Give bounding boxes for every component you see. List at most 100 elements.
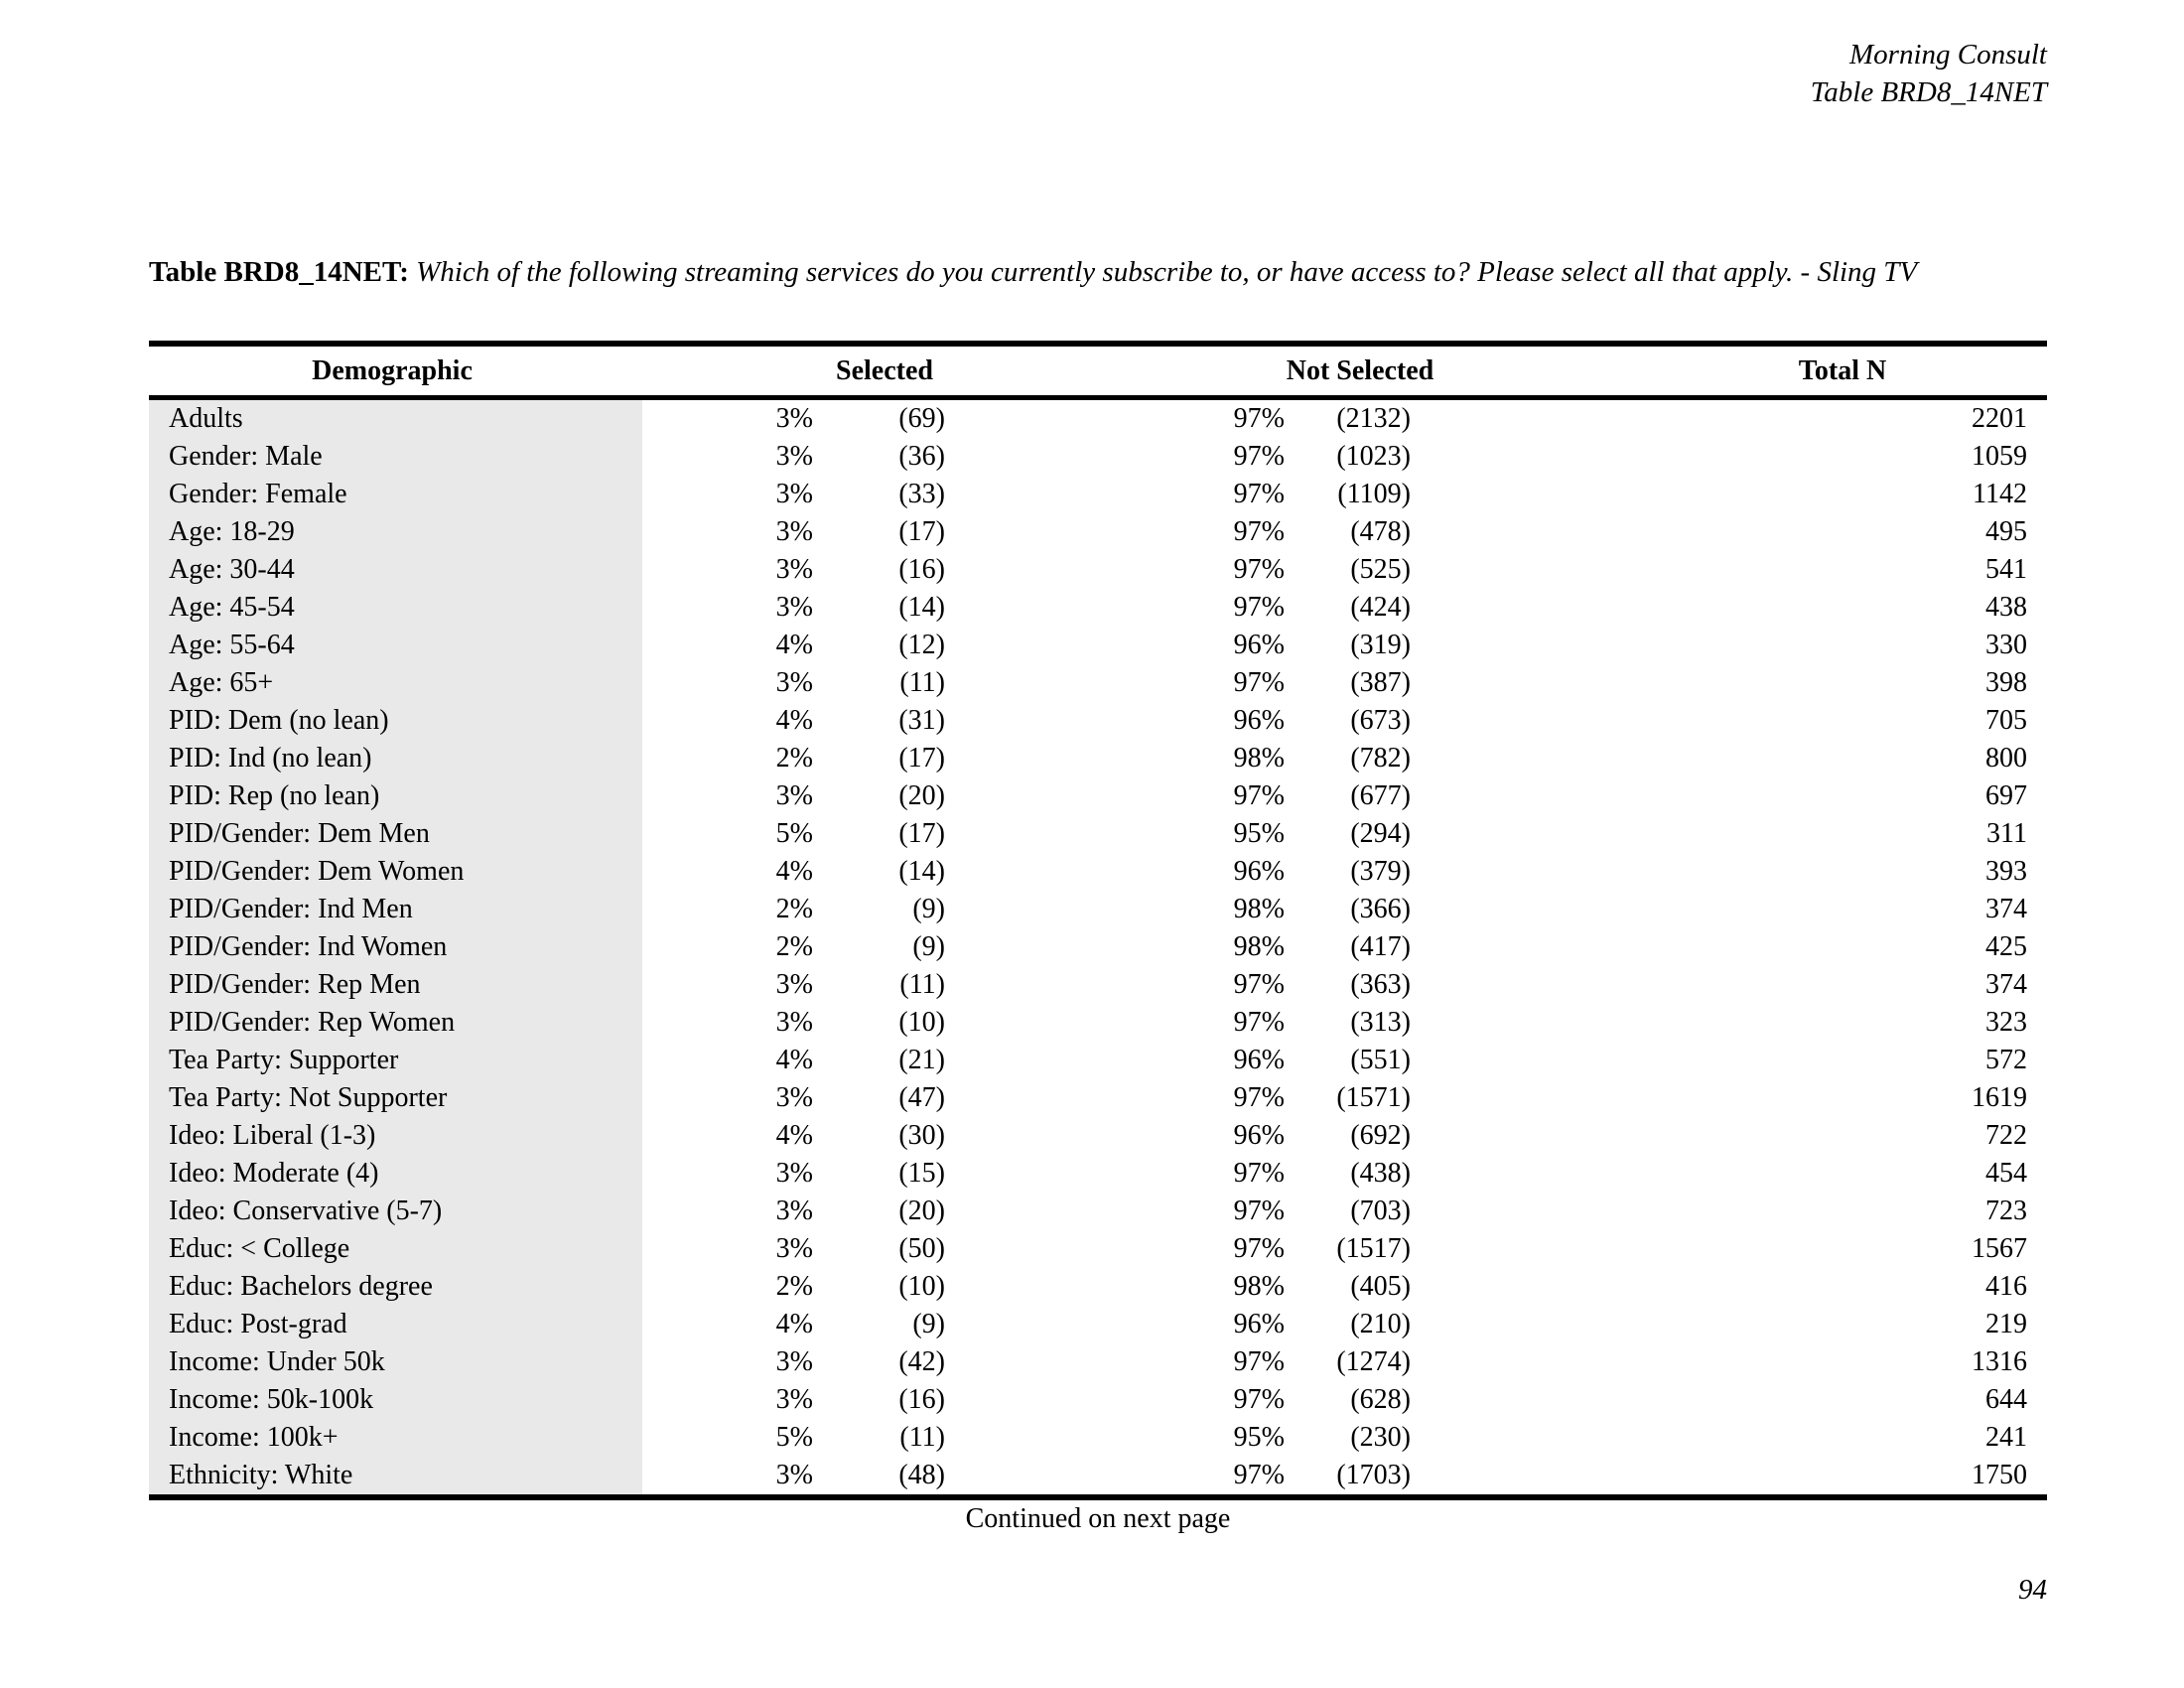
column-header-not-selected: Not Selected <box>1286 355 1434 386</box>
row-not-selected-n: (703) <box>1350 1196 1411 1226</box>
row-demographic: Tea Party: Supporter <box>149 1042 642 1079</box>
table-title-label: Table BRD8_14NET: <box>149 256 409 288</box>
row-total-n: 398 <box>1985 667 2027 698</box>
row-selected-pct: 3% <box>775 1233 813 1264</box>
row-demographic: Educ: < College <box>149 1230 642 1268</box>
row-not-selected-pct: 97% <box>1233 1233 1285 1264</box>
row-not-selected-n: (1571) <box>1336 1082 1411 1113</box>
row-total-n: 495 <box>1985 516 2027 547</box>
row-not-selected-pct: 97% <box>1233 1346 1285 1377</box>
table-row: Ideo: Moderate (4) 3% (15) 97% (438) 454 <box>149 1155 2047 1193</box>
row-total-n: 311 <box>1986 818 2027 849</box>
row-total-n: 438 <box>1985 592 2027 623</box>
row-not-selected-n: (210) <box>1350 1309 1411 1339</box>
table-row: Tea Party: Supporter 4% (21) 96% (551) 572 <box>149 1042 2047 1079</box>
table-row: Age: 45-54 3% (14) 97% (424) 438 <box>149 589 2047 627</box>
row-total-n: 330 <box>1985 630 2027 660</box>
table-row: PID/Gender: Rep Women 3% (10) 97% (313) 323 <box>149 1004 2047 1042</box>
row-total-n: 1567 <box>1972 1233 2027 1264</box>
row-selected-n: (48) <box>898 1460 945 1490</box>
table-row: Income: 100k+ 5% (11) 95% (230) 241 <box>149 1419 2047 1457</box>
row-selected-pct: 2% <box>775 743 813 774</box>
row-selected-pct: 3% <box>775 780 813 811</box>
row-demographic: Gender: Female <box>149 476 642 513</box>
table-row: Gender: Female 3% (33) 97% (1109) 1142 <box>149 476 2047 513</box>
table-row: PID/Gender: Dem Women 4% (14) 96% (379) 393 <box>149 853 2047 891</box>
table-row: Ideo: Liberal (1-3) 4% (30) 96% (692) 722 <box>149 1117 2047 1155</box>
row-demographic: PID/Gender: Rep Men <box>149 966 642 1004</box>
row-not-selected-pct: 97% <box>1233 592 1285 623</box>
table-body: Adults 3% (69) 97% (2132) 2201 Gender: Male 3% (… <box>149 400 2047 1494</box>
row-not-selected-n: (363) <box>1350 969 1411 1000</box>
row-selected-n: (11) <box>899 1422 945 1453</box>
row-not-selected-pct: 95% <box>1233 1422 1285 1453</box>
row-demographic: Income: 50k-100k <box>149 1381 642 1419</box>
row-selected-n: (20) <box>898 1196 945 1226</box>
row-selected-n: (33) <box>898 479 945 509</box>
row-total-n: 723 <box>1985 1196 2027 1226</box>
row-selected-pct: 5% <box>775 1422 813 1453</box>
row-not-selected-n: (417) <box>1350 931 1411 962</box>
row-demographic: Ideo: Liberal (1-3) <box>149 1117 642 1155</box>
row-demographic: PID: Rep (no lean) <box>149 777 642 815</box>
row-selected-n: (69) <box>898 403 945 434</box>
row-selected-n: (11) <box>899 969 945 1000</box>
table-top-rule <box>149 341 2047 347</box>
table-row: PID: Ind (no lean) 2% (17) 98% (782) 800 <box>149 740 2047 777</box>
row-total-n: 374 <box>1985 969 2027 1000</box>
row-demographic: PID: Ind (no lean) <box>149 740 642 777</box>
row-selected-n: (11) <box>899 667 945 698</box>
row-not-selected-pct: 97% <box>1233 667 1285 698</box>
row-selected-pct: 4% <box>775 1045 813 1075</box>
row-not-selected-n: (294) <box>1350 818 1411 849</box>
table-row: PID/Gender: Ind Women 2% (9) 98% (417) 425 <box>149 928 2047 966</box>
row-total-n: 2201 <box>1972 403 2027 434</box>
row-demographic: Income: 100k+ <box>149 1419 642 1457</box>
table-row: PID: Rep (no lean) 3% (20) 97% (677) 697 <box>149 777 2047 815</box>
data-table: Demographic Selected Not Selected Total … <box>149 341 2047 1500</box>
row-not-selected-n: (1517) <box>1336 1233 1411 1264</box>
row-not-selected-n: (692) <box>1350 1120 1411 1151</box>
row-not-selected-n: (387) <box>1350 667 1411 698</box>
row-not-selected-pct: 96% <box>1233 1120 1285 1151</box>
row-not-selected-n: (478) <box>1350 516 1411 547</box>
row-selected-n: (17) <box>898 516 945 547</box>
row-selected-n: (36) <box>898 441 945 472</box>
row-selected-pct: 3% <box>775 1158 813 1189</box>
row-total-n: 323 <box>1985 1007 2027 1038</box>
table-title-question: Which of the following streaming service… <box>416 256 1918 288</box>
row-demographic: Educ: Post-grad <box>149 1306 642 1343</box>
row-not-selected-n: (424) <box>1350 592 1411 623</box>
row-not-selected-pct: 96% <box>1233 1309 1285 1339</box>
row-selected-n: (17) <box>898 743 945 774</box>
row-not-selected-pct: 97% <box>1233 1082 1285 1113</box>
row-not-selected-n: (438) <box>1350 1158 1411 1189</box>
row-selected-pct: 3% <box>775 1196 813 1226</box>
row-selected-n: (16) <box>898 1384 945 1415</box>
row-selected-pct: 3% <box>775 1460 813 1490</box>
table-row: Age: 55-64 4% (12) 96% (319) 330 <box>149 627 2047 664</box>
row-not-selected-n: (525) <box>1350 554 1411 585</box>
page-number: 94 <box>2018 1574 2047 1606</box>
table-header-row: Demographic Selected Not Selected Total … <box>149 347 2047 395</box>
row-demographic: PID/Gender: Dem Men <box>149 815 642 853</box>
row-selected-pct: 4% <box>775 630 813 660</box>
row-not-selected-pct: 97% <box>1233 1196 1285 1226</box>
row-not-selected-n: (366) <box>1350 894 1411 924</box>
row-demographic: Tea Party: Not Supporter <box>149 1079 642 1117</box>
row-not-selected-pct: 96% <box>1233 705 1285 736</box>
row-demographic: PID/Gender: Ind Women <box>149 928 642 966</box>
row-selected-pct: 3% <box>775 441 813 472</box>
row-not-selected-n: (677) <box>1350 780 1411 811</box>
row-not-selected-n: (1023) <box>1336 441 1411 472</box>
table-row: PID/Gender: Dem Men 5% (17) 95% (294) 311 <box>149 815 2047 853</box>
row-total-n: 393 <box>1985 856 2027 887</box>
row-demographic: Age: 65+ <box>149 664 642 702</box>
row-selected-n: (12) <box>898 630 945 660</box>
row-total-n: 541 <box>1985 554 2027 585</box>
row-selected-pct: 3% <box>775 1007 813 1038</box>
row-not-selected-pct: 98% <box>1233 894 1285 924</box>
row-not-selected-n: (782) <box>1350 743 1411 774</box>
row-total-n: 219 <box>1985 1309 2027 1339</box>
